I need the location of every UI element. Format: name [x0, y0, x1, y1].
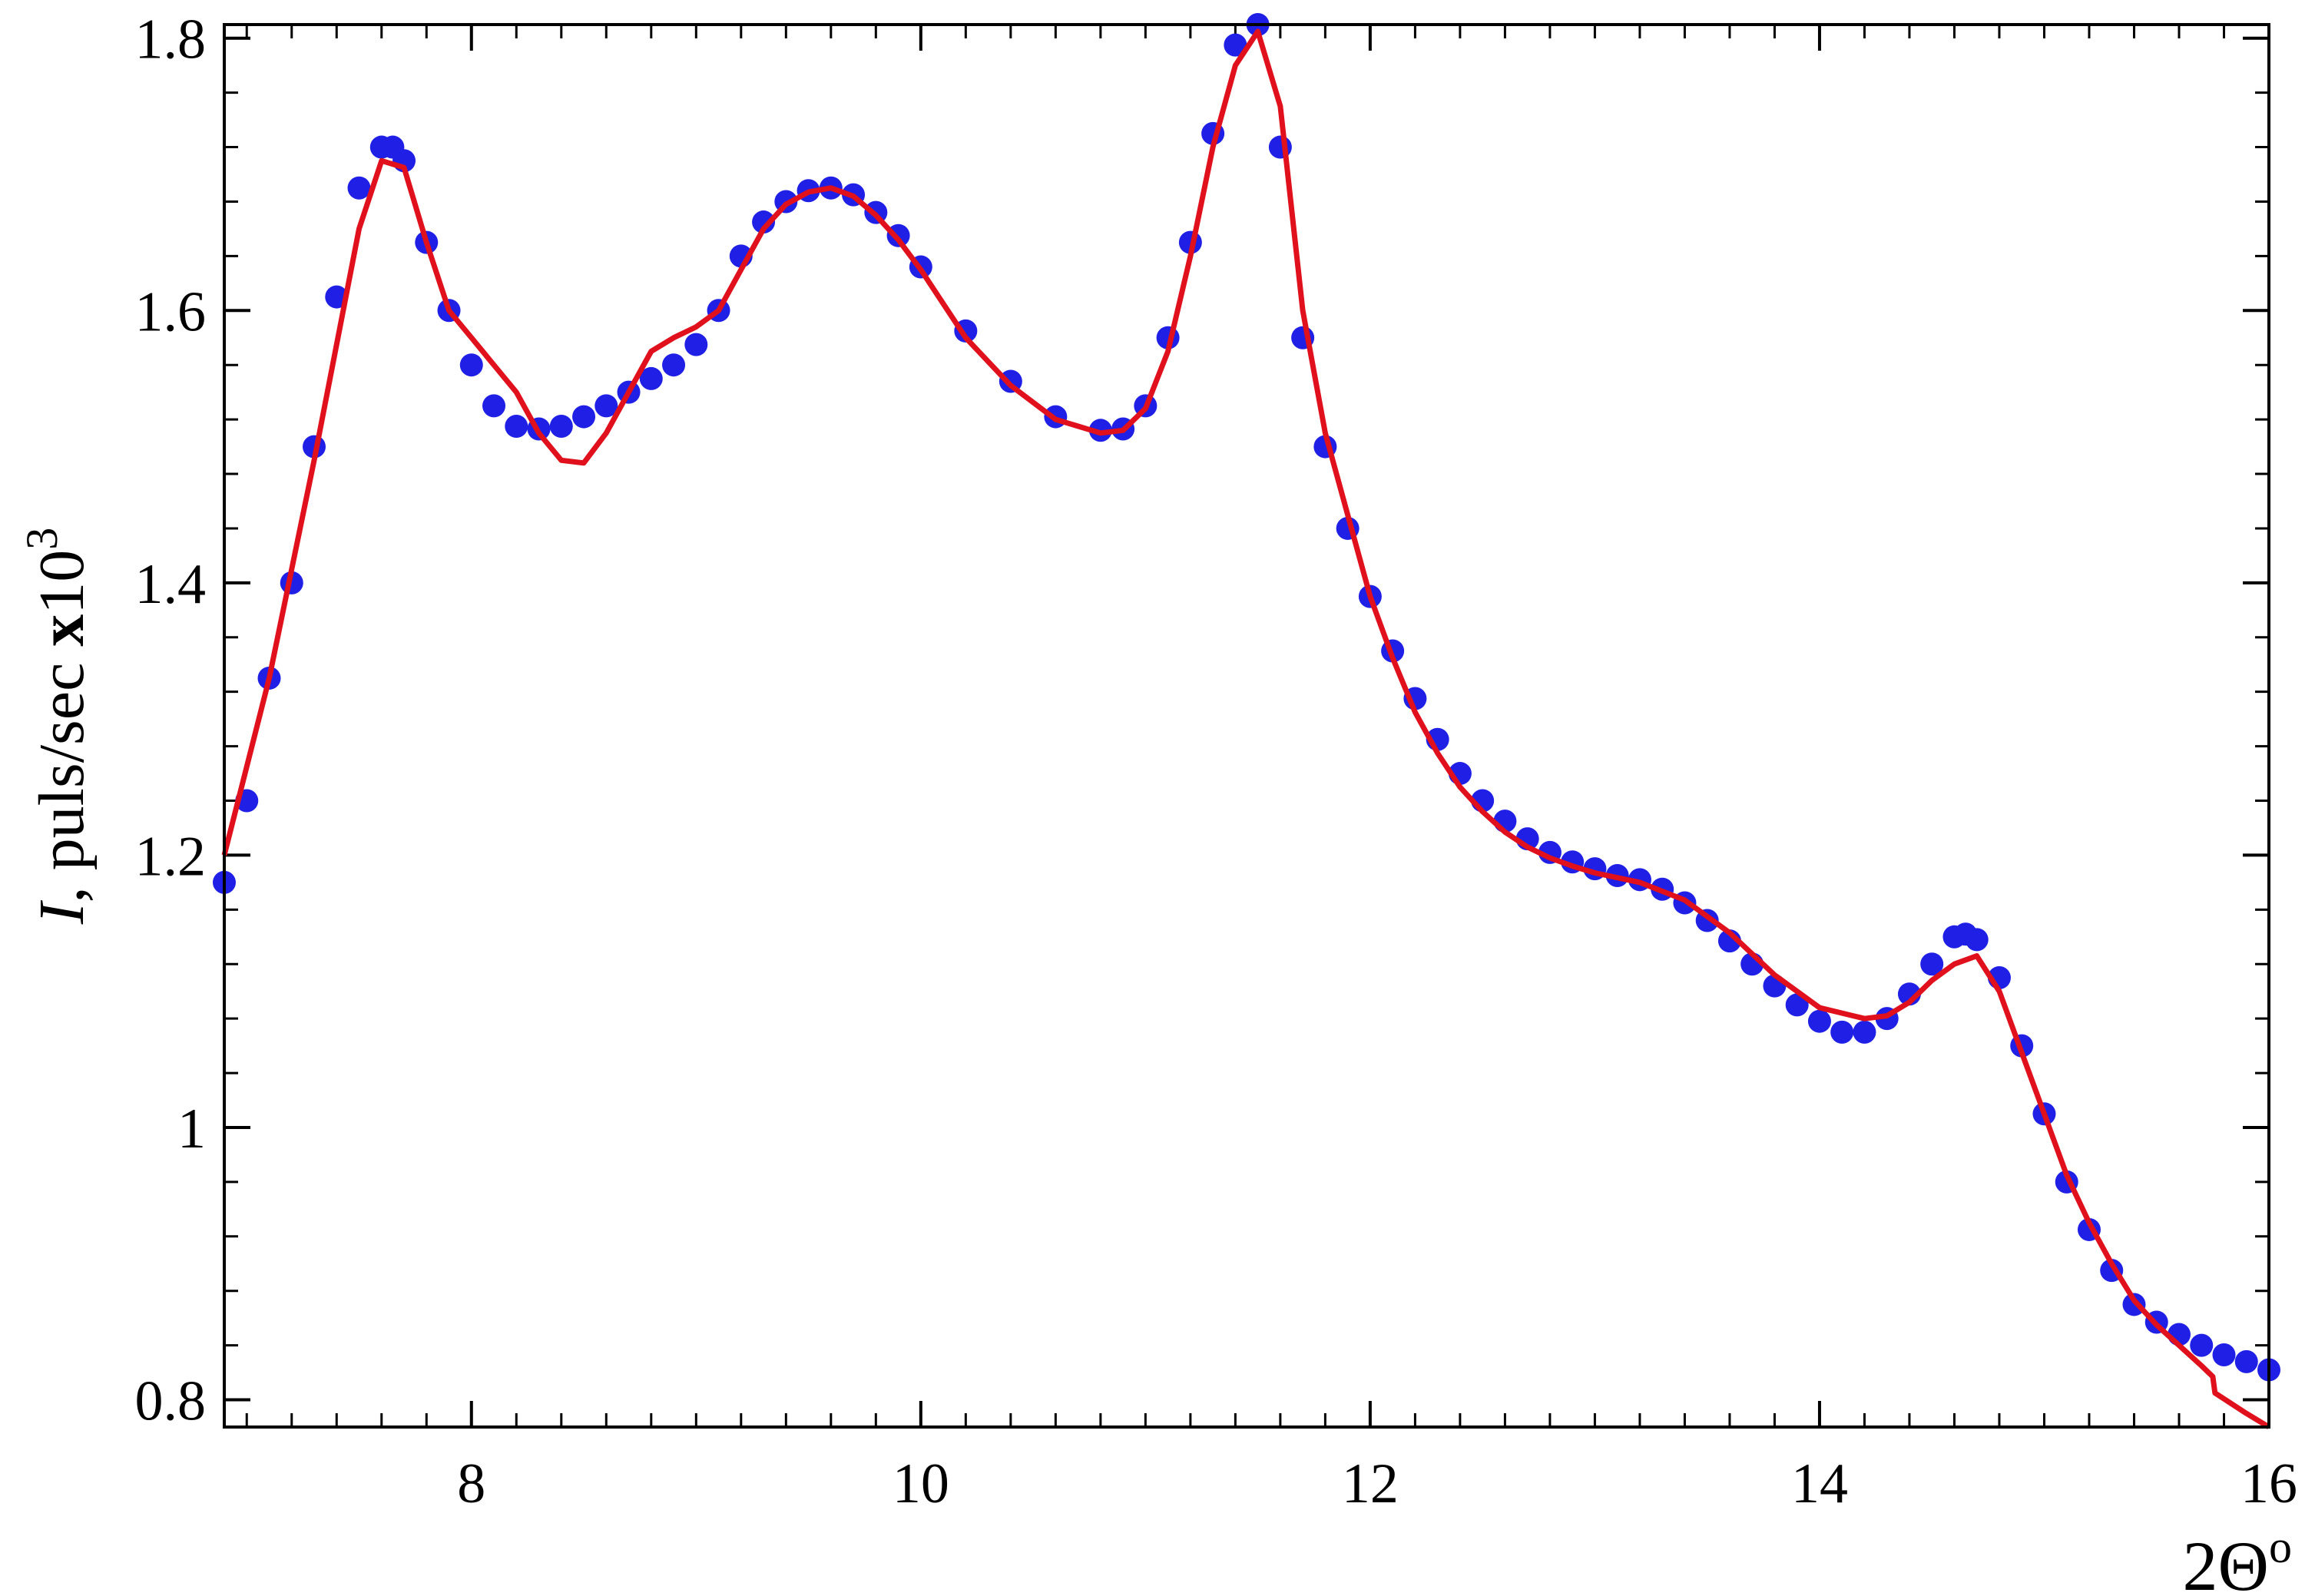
x-tick-label: 12: [1342, 1452, 1399, 1515]
data-point: [505, 414, 528, 438]
data-point: [1224, 33, 1247, 57]
data-point: [639, 366, 663, 390]
major-ticks: [224, 25, 2270, 1427]
data-point: [2190, 1333, 2214, 1357]
y-tick-label: 1.2: [135, 825, 207, 888]
y-tick-label: 1.4: [135, 553, 207, 616]
data-point: [347, 176, 371, 200]
x-tick-labels: 8 10 12 14 16: [457, 1452, 2297, 1515]
minor-ticks: [224, 25, 2269, 1427]
data-point: [572, 405, 596, 429]
data-point: [1853, 1020, 1876, 1044]
data-point: [1785, 993, 1809, 1017]
fit-line-group: [221, 28, 2270, 1429]
data-point: [2212, 1343, 2236, 1367]
x-tick-label: 16: [2240, 1452, 2297, 1515]
y-tick-label: 0.8: [135, 1370, 207, 1433]
y-tick-label: 1: [177, 1098, 206, 1161]
x-axis-title: 2Θo: [2183, 1521, 2292, 1596]
y-axis-title: I, puls/sec x103: [17, 528, 98, 925]
data-point: [549, 414, 573, 438]
data-point: [684, 333, 708, 356]
data-point: [2234, 1349, 2258, 1373]
measured-data-markers: [213, 13, 2280, 1382]
y-tick-label: 1.8: [135, 8, 207, 71]
y-tick-label: 1.6: [135, 280, 207, 343]
data-point: [1807, 1009, 1831, 1033]
data-point: [482, 394, 506, 418]
plot-frame: [223, 23, 2270, 1429]
data-point: [1830, 1020, 1854, 1044]
x-tick-label: 10: [893, 1452, 949, 1515]
data-point: [1965, 928, 1989, 952]
data-point: [662, 353, 686, 377]
fit-line: [221, 28, 2270, 1429]
x-tick-label: 8: [457, 1452, 485, 1515]
data-point: [459, 353, 483, 377]
data-point: [1920, 952, 1944, 976]
x-tick-label: 14: [1791, 1452, 1848, 1515]
data-point: [594, 394, 618, 418]
y-tick-labels: 0.8 1 1.2 1.4 1.6 1.8: [135, 8, 207, 1433]
data-point: [752, 210, 776, 234]
